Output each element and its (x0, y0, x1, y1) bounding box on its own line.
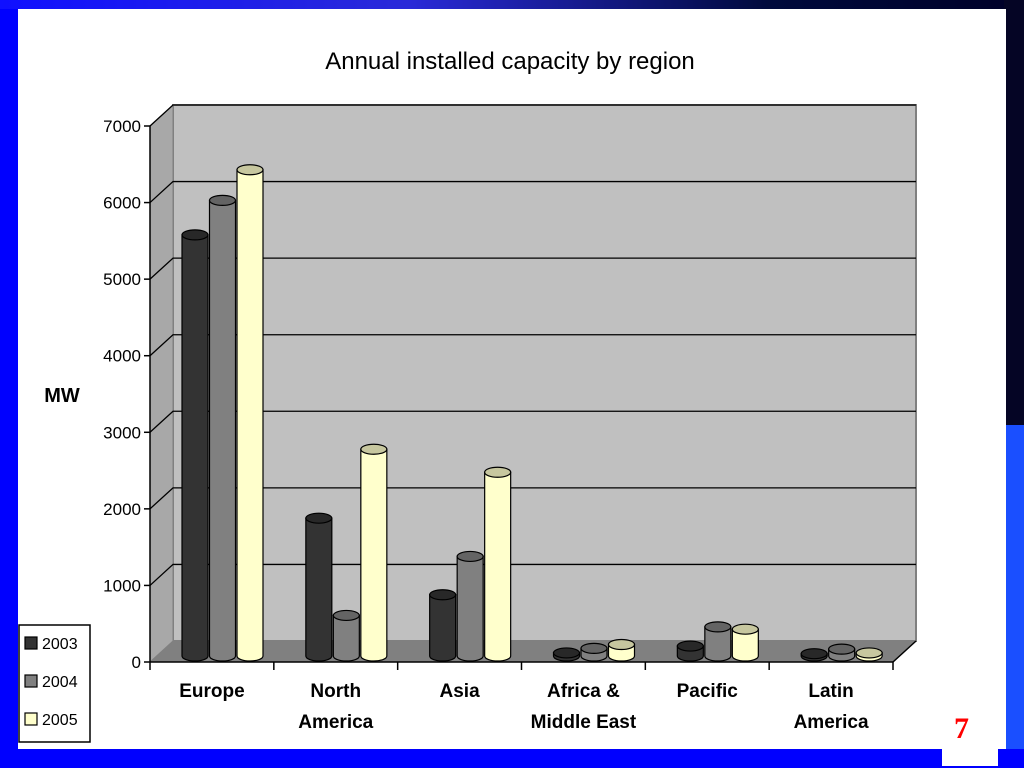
x-tick-label: Pacific (677, 681, 739, 702)
gridline (149, 563, 916, 586)
right-edge-dark (1004, 0, 1024, 430)
gridline (149, 104, 916, 127)
bar (456, 550, 484, 662)
bar-top (552, 647, 581, 659)
x-tick-label: America (794, 712, 869, 733)
bar-body (305, 517, 333, 662)
bar (484, 466, 512, 662)
legend-swatch (24, 674, 38, 688)
gridline (149, 410, 916, 433)
gridline (149, 180, 916, 204)
bar-top (208, 194, 237, 206)
bar-top (236, 164, 264, 176)
bar-top (332, 609, 360, 622)
bar (552, 647, 581, 662)
gridline (149, 334, 916, 357)
y-tick-label: 2000 (103, 500, 141, 519)
bar-top (800, 648, 828, 660)
bar-top (580, 642, 608, 654)
bar-body (429, 594, 457, 662)
bar-body (236, 169, 264, 662)
bar (429, 589, 457, 662)
legend-swatch (24, 712, 38, 726)
bar (208, 194, 237, 662)
bar-body (181, 234, 209, 662)
bar (731, 623, 759, 662)
y-tick-label: 1000 (103, 576, 141, 595)
bar (360, 443, 388, 662)
bar-top (484, 466, 512, 478)
bar-top (607, 638, 636, 651)
bottom-strip (0, 749, 1024, 768)
bar-top (305, 512, 333, 524)
gridline (149, 257, 916, 280)
x-tick-label: Africa & (547, 681, 620, 702)
gridline (149, 487, 916, 510)
bar-body (208, 199, 237, 662)
bar-top (181, 229, 209, 241)
bar-top (360, 443, 388, 455)
legend-label: 2003 (42, 636, 78, 653)
bar-body (731, 628, 759, 662)
bar-top (731, 623, 759, 635)
bar-top (429, 589, 457, 601)
side-wall (149, 103, 174, 664)
y-tick-label: 5000 (103, 270, 141, 289)
bar (800, 648, 828, 662)
bar-top (456, 550, 484, 563)
bar-body (360, 448, 388, 662)
x-tick-label: Middle East (531, 712, 637, 733)
bar-top (855, 647, 883, 659)
bar-body (456, 555, 484, 662)
y-tick-label: 7000 (103, 117, 141, 136)
right-edge-blue (1004, 425, 1024, 768)
bar-body (704, 626, 732, 662)
bar (855, 647, 883, 662)
y-tick-label: 6000 (103, 194, 141, 213)
top-stripe (0, 0, 1024, 9)
x-tick-label: Europe (179, 681, 244, 702)
bar (704, 621, 732, 662)
bar (332, 609, 360, 662)
bar-top (676, 640, 704, 652)
bar (828, 643, 856, 662)
bar (580, 642, 608, 662)
x-tick-label: America (298, 712, 373, 733)
bar-top (704, 621, 732, 633)
bar (607, 638, 636, 662)
bar-body (332, 614, 360, 662)
bar-top (828, 643, 856, 655)
y-axis-label: MW (44, 385, 80, 407)
plot-area: 0 1000 2000 3000 4000 5000 6000 7000 Europe North… (103, 103, 917, 733)
y-tick-label: 3000 (103, 423, 141, 442)
y-tick-label: 4000 (103, 347, 141, 366)
bar (305, 512, 333, 662)
bar (236, 164, 264, 662)
floor (150, 641, 916, 662)
x-tick-label: North (310, 681, 361, 702)
x-tick-label: Asia (440, 681, 481, 702)
legend-label: 2005 (42, 712, 78, 729)
bar (676, 640, 704, 662)
legend-swatch (24, 636, 38, 650)
page-number-box: 7 (942, 702, 998, 766)
back-wall (172, 104, 917, 642)
chart-title: Annual installed capacity by region (325, 48, 695, 75)
bar-body (484, 471, 512, 662)
y-tick-label: 0 (132, 653, 141, 672)
legend-label: 2004 (42, 674, 78, 691)
legend: 2003 2004 2005 (18, 624, 91, 743)
page-number: 7 (954, 712, 969, 745)
bar (181, 229, 209, 662)
floor-edge (892, 640, 917, 663)
x-tick-label: Latin (808, 681, 853, 702)
